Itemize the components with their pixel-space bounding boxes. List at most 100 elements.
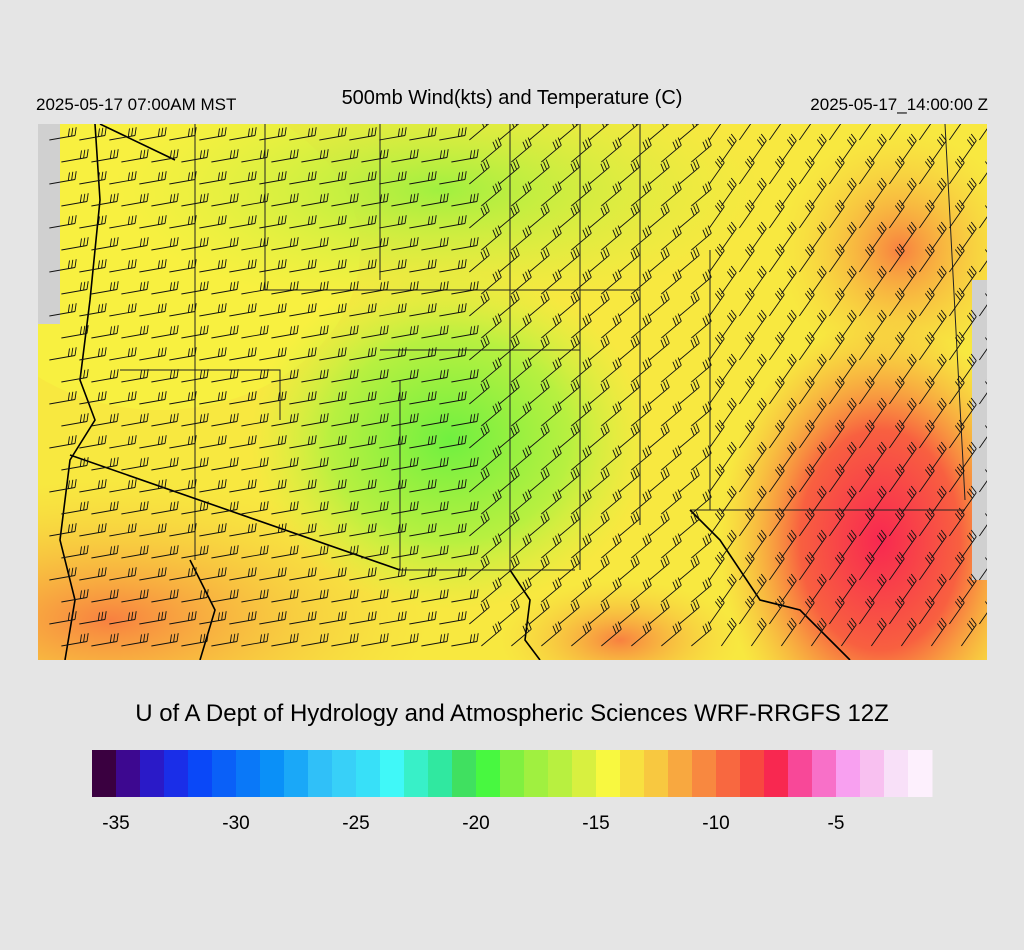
wind-barb [391,193,419,207]
wind-barb [631,137,652,163]
wind-barb [619,379,640,405]
wind-barb [589,555,610,581]
wind-barb [991,178,1006,206]
wind-barb [271,501,299,515]
wind-barb [361,633,389,647]
wind-barb [361,193,389,207]
wind-barb [109,435,137,449]
wind-barb [481,445,502,471]
wind-barb [559,291,580,317]
wind-barb [601,181,622,207]
wind-barb [139,391,167,405]
wind-barb [619,124,640,141]
wind-barb [559,203,580,229]
wind-barb [439,479,467,493]
wind-barb [301,237,329,251]
wind-barb [571,181,592,207]
wind-barb [888,551,905,581]
wind-barb [169,523,197,537]
wind-barb [481,401,502,427]
wind-barb [409,611,437,625]
wind-barb [211,633,239,647]
wind-barb [421,413,449,427]
wind-barb [601,577,622,603]
wind-barb [601,533,622,559]
wind-barb [511,269,532,295]
wind-barb [948,595,965,625]
wind-barb [918,243,935,273]
wind-barb [481,489,502,515]
wind-barb [661,401,682,427]
wind-barb [780,529,797,559]
wind-barb [918,375,935,405]
wind-barb [181,149,209,163]
wind-barb [511,577,532,603]
wind-barb [738,419,755,449]
wind-barb [79,347,107,361]
wind-barb [331,281,359,295]
wind-barb [211,589,239,603]
wind-barb [631,225,652,251]
wind-barb [49,435,77,449]
wind-barb [451,633,479,647]
colorbar-tick-label: -10 [702,813,729,834]
wind-barb [229,215,257,229]
wind-barb [559,124,580,141]
wind-barb [738,243,755,273]
colorbar-tick-label: -30 [222,813,249,834]
wind-barb [810,133,827,163]
wind-barb [870,617,887,647]
wind-barb [229,127,257,141]
colorbar-box [716,750,741,797]
wind-barb [870,353,887,383]
wind-barb [768,375,785,405]
wind-barb [199,347,227,361]
colorbar-box [260,750,285,797]
wind-barb [499,555,520,581]
wind-barb [199,611,227,625]
wind-barb [798,419,815,449]
wind-barb [691,533,712,559]
wind-barb [139,523,167,537]
wind-barb [948,331,965,361]
wind-barb [649,423,670,449]
wind-barb [211,369,239,383]
wind-barb [529,335,550,361]
colorbar-box [92,750,117,797]
wind-barb [840,133,857,163]
wind-barb [469,291,490,317]
wind-barb [439,171,467,185]
wind-barb [109,479,137,493]
wind-barb [960,529,977,559]
wind-barb [499,335,520,361]
wind-barb [768,199,785,229]
wind-barb [199,171,227,185]
wind-barb [271,281,299,295]
wind-barb [181,545,209,559]
wind-barb [391,237,419,251]
wind-barb [271,545,299,559]
wind-barb [720,221,737,251]
wind-barb [708,124,722,141]
wind-barb [679,291,700,317]
wind-barb [61,589,89,603]
wind-barb [481,137,502,163]
wind-barb [271,369,299,383]
colorbar-box [812,750,837,797]
wind-barb [199,215,227,229]
wind-barb [301,281,329,295]
wind-barb [79,611,107,625]
wind-barb [541,181,562,207]
wind-barb [529,599,550,625]
wind-barb [451,369,479,383]
wind-barb [858,199,875,229]
wind-barb [858,155,875,185]
wind-barb [870,177,887,207]
wind-barb [331,325,359,339]
wind-barb [301,589,329,603]
wind-barb [810,529,827,559]
wind-barb [241,413,269,427]
wind-barb [930,133,947,163]
wind-barb [661,621,682,647]
wind-barb [361,369,389,383]
